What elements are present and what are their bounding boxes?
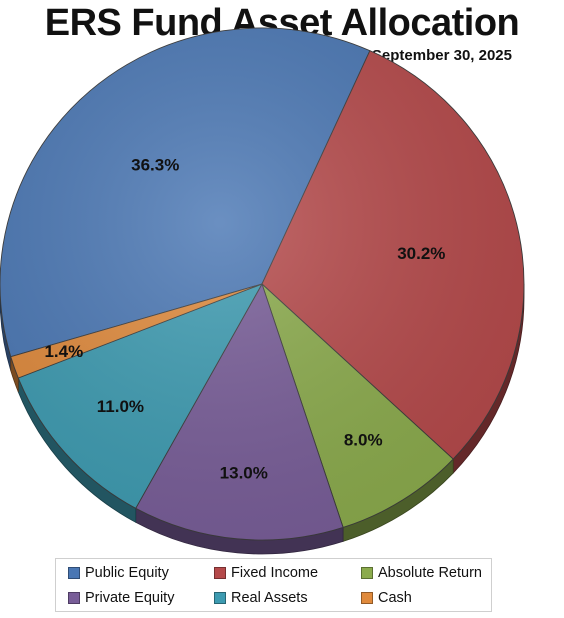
- legend-swatch: [361, 567, 373, 579]
- legend-swatch: [214, 592, 226, 604]
- legend-label: Absolute Return: [378, 565, 482, 581]
- legend-item-real-assets: Real Assets: [214, 590, 308, 606]
- legend-item-absolute-return: Absolute Return: [361, 565, 482, 581]
- pie-labels: 36.3% 30.2% 8.0% 13.0% 11.0% 1.4%: [44, 155, 445, 482]
- slice-label-real-assets: 11.0%: [97, 397, 144, 416]
- legend-item-fixed-income: Fixed Income: [214, 565, 318, 581]
- legend-swatch: [361, 592, 373, 604]
- legend-swatch: [68, 567, 80, 579]
- legend-label: Cash: [378, 590, 412, 606]
- legend-swatch: [68, 592, 80, 604]
- legend-item-cash: Cash: [361, 590, 412, 606]
- legend-label: Public Equity: [85, 565, 169, 581]
- legend-item-private-equity: Private Equity: [68, 590, 174, 606]
- legend-swatch: [214, 567, 226, 579]
- slice-label-cash: 1.4%: [44, 342, 83, 361]
- slice-label-fixed-income: 30.2%: [397, 244, 445, 263]
- legend-item-public-equity: Public Equity: [68, 565, 169, 581]
- legend-label: Real Assets: [231, 590, 308, 606]
- legend-label: Private Equity: [85, 590, 175, 606]
- legend-label: Fixed Income: [231, 565, 319, 581]
- slice-label-public-equity: 36.3%: [131, 155, 179, 174]
- slice-label-private-equity: 13.0%: [220, 464, 268, 483]
- slice-label-absolute-return: 8.0%: [344, 431, 383, 450]
- chart-legend: Public Equity Fixed Income Absolute Retu…: [55, 558, 492, 612]
- pie-chart: 36.3% 30.2% 8.0% 13.0% 11.0% 1.4%: [0, 27, 525, 555]
